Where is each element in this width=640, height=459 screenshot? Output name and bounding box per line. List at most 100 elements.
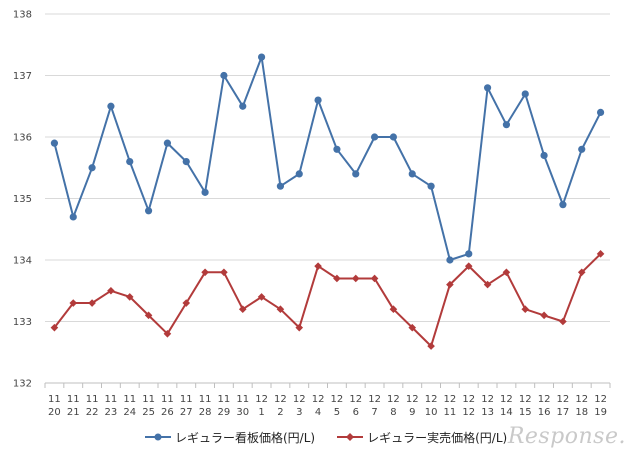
x-tick-label-month: 11 xyxy=(161,394,174,405)
data-point-series-1 xyxy=(465,250,473,258)
data-point-series-2 xyxy=(483,280,492,289)
data-point-series-1 xyxy=(389,133,398,141)
y-tick-label: 136 xyxy=(13,133,32,144)
data-point-series-1 xyxy=(521,90,529,98)
data-point-series-2 xyxy=(370,274,379,283)
x-tick-label-month: 12 xyxy=(312,394,325,405)
data-point-series-2 xyxy=(333,274,341,283)
data-point-series-2 xyxy=(182,299,191,307)
data-point-series-1 xyxy=(559,201,567,209)
x-tick-label-day: 10 xyxy=(425,407,438,418)
data-point-series-2 xyxy=(464,262,473,270)
x-tick-label-day: 13 xyxy=(481,407,494,418)
x-tick-label-month: 12 xyxy=(444,394,457,405)
x-tick-label-day: 2 xyxy=(277,407,283,418)
x-tick-label-month: 12 xyxy=(481,394,494,405)
x-tick-label-month: 12 xyxy=(255,394,268,405)
data-point-series-1 xyxy=(126,158,134,166)
x-tick-label-month: 12 xyxy=(500,394,513,405)
data-point-series-2 xyxy=(446,280,454,289)
legend-marker-circle xyxy=(145,433,171,441)
x-tick-label-day: 8 xyxy=(390,407,396,418)
data-point-series-2 xyxy=(596,250,605,258)
x-tick-label-day: 5 xyxy=(334,407,340,418)
x-tick-label-day: 29 xyxy=(218,407,231,418)
data-point-series-2 xyxy=(276,305,285,313)
data-point-series-2 xyxy=(408,323,417,332)
x-tick-label-month: 11 xyxy=(180,394,193,405)
x-tick-label-day: 9 xyxy=(409,407,415,418)
data-point-series-1 xyxy=(427,182,435,190)
x-tick-label-month: 12 xyxy=(387,394,400,405)
data-point-series-2 xyxy=(257,293,266,301)
data-point-series-1 xyxy=(144,207,153,215)
x-tick-label-day: 11 xyxy=(444,407,457,418)
x-tick-label-month: 11 xyxy=(105,394,118,405)
data-point-series-1 xyxy=(352,170,360,178)
x-tick-label-day: 19 xyxy=(594,407,607,418)
x-axis: 1120112111221123112411251126112711281129… xyxy=(44,382,611,418)
data-point-series-1 xyxy=(182,158,190,166)
data-point-series-2 xyxy=(521,305,530,313)
data-point-series-1 xyxy=(257,53,266,61)
x-tick-label-month: 12 xyxy=(538,394,551,405)
x-tick-label-day: 7 xyxy=(371,407,377,418)
y-tick-label: 134 xyxy=(13,256,32,267)
x-tick-label-day: 27 xyxy=(180,407,193,418)
x-tick-label-month: 12 xyxy=(293,394,306,405)
x-tick-label-month: 11 xyxy=(218,394,231,405)
x-tick-label-day: 17 xyxy=(557,407,570,418)
legend-label-series-1: レギュラー看板価格(円/L) xyxy=(175,430,316,445)
x-tick-label-month: 12 xyxy=(425,394,438,405)
data-point-series-1 xyxy=(107,102,115,110)
x-tick-label-day: 23 xyxy=(105,407,118,418)
data-point-series-2 xyxy=(69,299,78,307)
response-logo-watermark: Response. xyxy=(507,424,626,449)
y-tick-label: 137 xyxy=(13,71,32,82)
data-point-series-2 xyxy=(107,286,115,295)
x-tick-label-month: 11 xyxy=(236,394,249,405)
x-tick-label-day: 14 xyxy=(500,407,513,418)
x-tick-label-month: 12 xyxy=(331,394,344,405)
legend-item-series-2: レギュラー実売価格(円/L) xyxy=(337,429,507,446)
data-point-series-1 xyxy=(408,170,416,178)
x-tick-label-day: 3 xyxy=(296,407,302,418)
legend-item-series-1: レギュラー看板価格(円/L) xyxy=(145,429,315,446)
x-tick-label-day: 6 xyxy=(353,407,359,418)
x-tick-label-day: 18 xyxy=(575,407,588,418)
x-tick-label-month: 12 xyxy=(368,394,381,405)
data-point-series-1 xyxy=(239,102,247,110)
data-point-series-1 xyxy=(446,256,454,264)
data-point-series-1 xyxy=(314,96,322,104)
x-tick-label-day: 20 xyxy=(48,407,61,418)
y-tick-label: 138 xyxy=(13,10,32,21)
y-axis: 132 133 134 135 136 137 138 xyxy=(13,10,32,390)
x-tick-label-month: 12 xyxy=(349,394,362,405)
data-point-series-1 xyxy=(220,71,228,80)
data-point-series-2 xyxy=(427,342,435,350)
data-point-series-2 xyxy=(125,293,134,301)
y-tick-label: 132 xyxy=(13,379,32,390)
y-tick-label: 135 xyxy=(13,194,32,205)
data-point-series-1 xyxy=(88,164,96,172)
data-point-series-2 xyxy=(559,317,567,326)
data-point-series-1 xyxy=(578,145,586,153)
data-point-series-1 xyxy=(163,139,172,147)
x-tick-label-day: 1 xyxy=(258,407,264,418)
data-point-series-1 xyxy=(201,188,209,196)
x-tick-label-day: 22 xyxy=(86,407,99,418)
x-tick-label-month: 11 xyxy=(123,394,136,405)
legend-label-series-2: レギュラー実売価格(円/L) xyxy=(367,430,508,445)
x-tick-label-month: 11 xyxy=(86,394,99,405)
data-point-series-1 xyxy=(540,151,548,160)
data-point-series-2 xyxy=(220,268,228,277)
data-point-series-2 xyxy=(144,311,153,320)
x-tick-label-month: 11 xyxy=(199,394,212,405)
x-tick-label-month: 11 xyxy=(67,394,80,405)
x-tick-label-day: 15 xyxy=(519,407,532,418)
x-tick-label-month: 12 xyxy=(519,394,532,405)
data-point-series-1 xyxy=(596,108,605,116)
data-point-series-1 xyxy=(295,170,303,178)
x-tick-label-month: 11 xyxy=(142,394,155,405)
